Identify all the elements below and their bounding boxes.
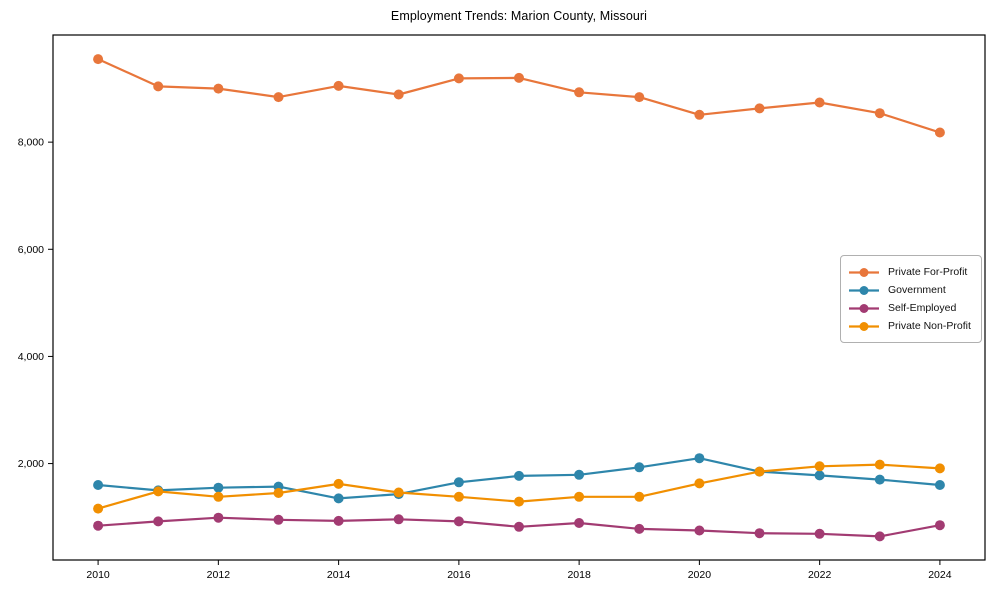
x-tick-label: 2016 (447, 569, 471, 581)
data-point-self-employed (213, 512, 224, 523)
legend-dot (859, 321, 869, 331)
data-point-self-employed (393, 514, 404, 525)
data-point-private-for-profit (333, 80, 344, 91)
legend-item[interactable]: Government (848, 284, 974, 296)
data-point-self-employed (694, 525, 705, 536)
legend-line-marker-icon (849, 321, 879, 331)
data-point-private-for-profit (153, 81, 164, 92)
data-point-self-employed (273, 514, 284, 525)
legend-dot (859, 303, 869, 313)
data-point-government (694, 453, 705, 464)
data-point-private-non-profit (574, 491, 585, 502)
legend-item[interactable]: Private Non-Profit (848, 320, 974, 332)
data-point-private-for-profit (453, 73, 464, 84)
y-tick-label: 8,000 (18, 137, 44, 149)
legend-item-label: Self-Employed (888, 302, 957, 314)
data-point-private-non-profit (453, 491, 464, 502)
data-point-private-for-profit (934, 127, 945, 138)
legend-line-marker-icon (849, 303, 879, 313)
data-point-self-employed (453, 516, 464, 527)
plot-border (52, 34, 986, 561)
data-point-government (453, 477, 464, 488)
legend-item-label: Government (888, 284, 946, 296)
data-point-private-for-profit (874, 108, 885, 119)
data-point-self-employed (634, 523, 645, 534)
data-point-private-non-profit (393, 487, 404, 498)
data-point-self-employed (333, 515, 344, 526)
data-point-private-non-profit (273, 488, 284, 498)
y-tick-label: 2,000 (18, 458, 44, 470)
data-point-government (574, 469, 585, 480)
data-point-government (213, 482, 224, 493)
data-point-private-for-profit (574, 87, 585, 98)
legend-item[interactable]: Self-Employed (848, 302, 974, 314)
x-tick-label: 2014 (327, 569, 351, 581)
data-point-private-for-profit (514, 72, 524, 83)
legend-line-marker-icon (849, 285, 879, 295)
x-tick-label: 2024 (928, 569, 952, 581)
data-point-private-for-profit (814, 97, 825, 108)
y-tick-label: 4,000 (18, 351, 44, 363)
data-point-self-employed (93, 520, 104, 531)
x-tick-label: 2018 (567, 569, 591, 581)
data-point-self-employed (754, 528, 765, 539)
series-line-private-for-profit (96, 57, 942, 134)
legend-item-label: Private For-Profit (888, 266, 968, 278)
data-point-private-non-profit (333, 478, 344, 489)
x-tick-label: 2012 (207, 569, 231, 581)
data-point-government (634, 462, 645, 473)
legend-item-label: Private Non-Profit (888, 320, 971, 332)
data-point-self-employed (574, 518, 585, 528)
data-point-private-non-profit (814, 461, 825, 472)
data-point-private-non-profit (514, 496, 524, 507)
x-tick-label: 2022 (808, 569, 832, 581)
data-point-private-non-profit (213, 491, 224, 502)
chart-title: Employment Trends: Marion County, Missou… (390, 9, 648, 23)
data-point-government (814, 470, 825, 481)
data-point-private-non-profit (934, 463, 945, 474)
data-point-government (874, 474, 885, 485)
data-point-private-non-profit (874, 459, 885, 470)
data-point-self-employed (874, 531, 885, 542)
data-point-private-for-profit (634, 92, 645, 103)
data-point-government (93, 480, 104, 490)
y-tick-label: 6,000 (18, 244, 44, 256)
data-point-government (934, 480, 945, 490)
data-point-private-non-profit (153, 486, 164, 497)
data-point-private-non-profit (754, 466, 765, 477)
data-point-private-for-profit (273, 92, 284, 103)
legend-line-marker-icon (849, 267, 879, 277)
data-point-private-non-profit (93, 503, 104, 514)
data-point-private-non-profit (634, 491, 645, 502)
data-point-self-employed (814, 528, 825, 539)
data-point-self-employed (514, 521, 524, 532)
data-point-government (514, 470, 524, 481)
data-point-private-for-profit (93, 54, 104, 65)
data-point-private-for-profit (213, 83, 224, 94)
legend: Private For-Profit Government Self-Employe… (840, 255, 982, 343)
data-point-private-non-profit (694, 478, 705, 489)
data-point-self-employed (153, 516, 164, 527)
data-point-self-employed (934, 520, 945, 531)
data-point-private-for-profit (393, 89, 404, 100)
legend-dot (859, 285, 869, 295)
data-point-government (333, 493, 344, 504)
x-tick-label: 2020 (688, 569, 712, 581)
x-tick-label: 2010 (86, 569, 110, 581)
legend-dot (859, 267, 869, 277)
legend-item[interactable]: Private For-Profit (848, 266, 974, 278)
data-point-private-for-profit (694, 109, 705, 120)
data-point-private-for-profit (754, 103, 765, 114)
